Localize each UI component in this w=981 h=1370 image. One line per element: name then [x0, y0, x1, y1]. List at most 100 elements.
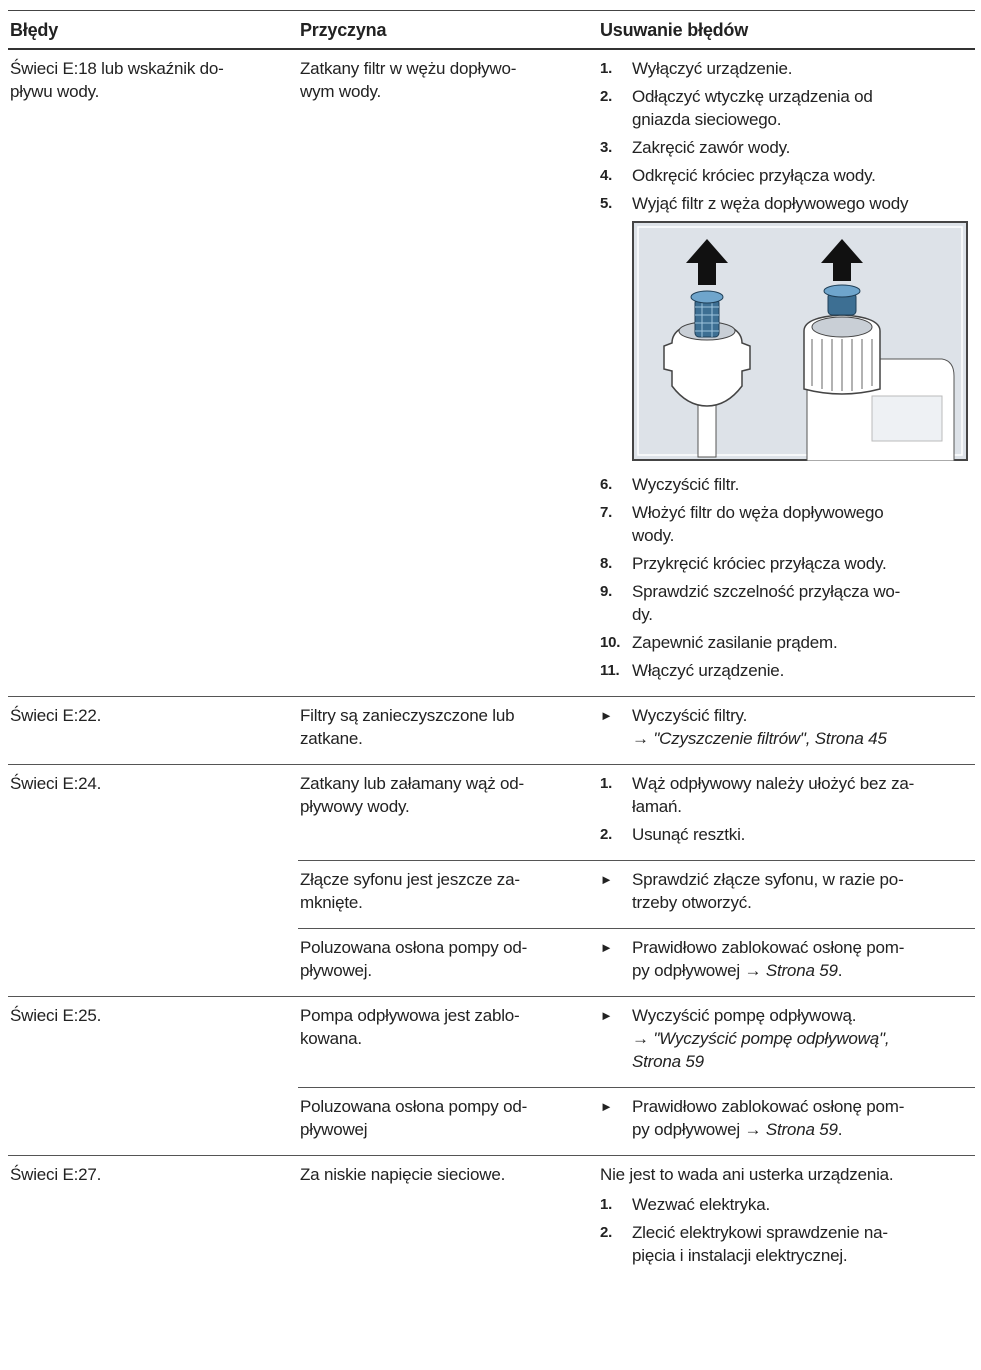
step-text: Odkręcić króciec przyłącza wody. [632, 166, 876, 185]
error-cell: Świeci E:22. [8, 696, 298, 765]
intro-text: Nie jest to wada ani usterka urządzenia. [600, 1165, 894, 1184]
cause-cell: Złącze syfonu jest jeszcze za- mknięte. [298, 860, 598, 929]
table-row: Poluzowana osłona pompy od- pływowej ► Pra… [8, 1087, 975, 1156]
bullet-text-part: . [837, 961, 843, 980]
bullet-text-part: Wyczyścić filtry. → [632, 706, 748, 748]
bullet-text: Prawidłowo zablokować osłonę pom- py odp… [632, 936, 967, 982]
cause-cell: Pompa odpływowa jest zablo- kowana. [298, 996, 598, 1088]
step-text: Włożyć filtr do węża dopływowego wody. [632, 503, 884, 545]
remedy-cell: ► Prawidłowo zablokować osłonę pom- py od… [598, 928, 975, 997]
step-number: 2. [600, 1224, 613, 1241]
bullet-item: ► Wyczyścić filtry. → "Czyszczenie filtró… [600, 704, 967, 750]
table-row: Świeci E:18 lub wskaźnik do- pływu wody.… [8, 48, 975, 697]
table-row: Poluzowana osłona pompy od- pływowej. ► Pr… [8, 928, 975, 997]
step-number: 10. [600, 634, 621, 651]
bullet-marker: ► [600, 940, 613, 955]
filter-illustration [632, 221, 968, 461]
bullet-text: Wyczyścić pompę odpływową. → "Wyczyścić … [632, 1004, 967, 1073]
step-number: 1. [600, 775, 613, 792]
bullet-item: ► Prawidłowo zablokować osłonę pom- py od… [600, 936, 967, 982]
step-text: Przykręcić króciec przyłącza wody. [632, 554, 887, 573]
step: 2. Zlecić elektrykowi sprawdzenie na- pię… [600, 1221, 967, 1267]
step-number: 6. [600, 476, 613, 493]
step-number: 2. [600, 88, 613, 105]
step-text: Wąż odpływowy należy ułożyć bez za- łama… [632, 774, 915, 816]
step: 9. Sprawdzić szczelność przyłącza wo- dy. [600, 580, 967, 626]
remedy-cell: ► Wyczyścić filtry. → "Czyszczenie filtró… [598, 696, 975, 765]
header-cell: Błędy [8, 10, 298, 50]
bullet-text-part: Sprawdzić złącze syfonu, w razie po- trz… [632, 870, 904, 912]
bullet-text-part: Prawidłowo zablokować osłonę pom- py odp… [632, 1097, 905, 1139]
remedy-cell: ► Sprawdzić złącze syfonu, w razie po- tr… [598, 860, 975, 929]
step-text: Wyłączyć urządzenie. [632, 59, 793, 78]
bullet-marker: ► [600, 1099, 613, 1114]
step-number: 1. [600, 1196, 613, 1213]
cause-cell: Filtry są zanieczyszczone lub zatkane. [298, 696, 598, 765]
bullet-text-part: Prawidłowo zablokować osłonę pom- py odp… [632, 938, 905, 980]
step: 6. Wyczyścić filtr. [600, 473, 967, 496]
cause-cell: Poluzowana osłona pompy od- pływowej. [298, 928, 598, 997]
step: 7. Włożyć filtr do węża dopływowego wody. [600, 501, 967, 547]
step-text: Odłączyć wtyczkę urządzenia od gniazda s… [632, 87, 873, 129]
cause-cell: Zatkany lub załamany wąż od- pływowy wod… [298, 764, 598, 861]
step: 3. Zakręcić zawór wody. [600, 136, 967, 159]
bullet-item: ► Prawidłowo zablokować osłonę pom- py od… [600, 1095, 967, 1141]
step: 11. Włączyć urządzenie. [600, 659, 967, 682]
step-number: 8. [600, 555, 613, 572]
bullet-item: ► Sprawdzić złącze syfonu, w razie po- tr… [600, 868, 967, 914]
step-number: 3. [600, 139, 613, 156]
step-number: 9. [600, 583, 613, 600]
remedy-cell: 1. Wąż odpływowy należy ułożyć bez za- ła… [598, 764, 975, 861]
reference-link: Strona 59 [765, 961, 838, 980]
bullet-text: Prawidłowo zablokować osłonę pom- py odp… [632, 1095, 967, 1141]
table-row: Złącze syfonu jest jeszcze za- mknięte. ►… [8, 860, 975, 929]
document: Błędy Przyczyna Usuwanie błędów Świeci E… [8, 10, 975, 1281]
remedy-cell: Nie jest to wada ani usterka urządzenia.… [598, 1155, 975, 1281]
step-number: 11. [600, 662, 620, 679]
step: 10. Zapewnić zasilanie prądem. [600, 631, 967, 654]
table-row: Świeci E:27. Za niskie napięcie sieciowe.… [8, 1155, 975, 1281]
table-row: Świeci E:22. Filtry są zanieczyszczone lu… [8, 696, 975, 765]
step-number: 5. [600, 195, 613, 212]
step: 5. Wyjąć filtr z węża dopływowego wody [600, 192, 967, 215]
step-number: 7. [600, 504, 613, 521]
bullet-marker: ► [600, 708, 613, 723]
step-text: Wyjąć filtr z węża dopływowego wody [632, 194, 909, 213]
step: 1. Wezwać elektryka. [600, 1193, 967, 1216]
error-cell: Świeci E:25. [8, 996, 298, 1156]
cause-cell: Zatkany filtr w wężu dopływo- wym wody. [298, 48, 598, 697]
step-text: Usunąć resztki. [632, 825, 746, 844]
table-body: Świeci E:18 lub wskaźnik do- pływu wody.… [8, 48, 975, 1281]
reference-link: Strona 59 [765, 1120, 838, 1139]
step-number: 2. [600, 826, 613, 843]
step-text: Włączyć urządzenie. [632, 661, 785, 680]
remedy-cell: 1. Wyłączyć urządzenie. 2. Odłączyć wtyczkę… [598, 48, 975, 697]
bullet-marker: ► [600, 872, 613, 887]
error-cell: Świeci E:24. [8, 764, 298, 997]
step: 1. Wąż odpływowy należy ułożyć bez za- ła… [600, 772, 967, 818]
bullet-text: Wyczyścić filtry. → "Czyszczenie filtrów… [632, 704, 967, 750]
step: 2. Usunąć resztki. [600, 823, 967, 846]
bullet-text-part: Wyczyścić pompę odpływową. → [632, 1006, 857, 1048]
reference-link: "Czyszczenie filtrów", Strona 45 [653, 729, 887, 748]
step-text: Sprawdzić szczelność przyłącza wo- dy. [632, 582, 901, 624]
step: 4. Odkręcić króciec przyłącza wody. [600, 164, 967, 187]
bullet-marker: ► [600, 1008, 613, 1023]
step-text: Wyczyścić filtr. [632, 475, 740, 494]
step-number: 4. [600, 167, 613, 184]
step: 1. Wyłączyć urządzenie. [600, 57, 967, 80]
error-cell: Świeci E:18 lub wskaźnik do- pływu wody. [8, 48, 298, 697]
table-row: Świeci E:25. Pompa odpływowa jest zablo- … [8, 996, 975, 1156]
header-cell: Przyczyna [298, 10, 598, 50]
cause-cell: Za niskie napięcie sieciowe. [298, 1155, 598, 1281]
step-text: Zakręcić zawór wody. [632, 138, 791, 157]
bullet-text-part: . [837, 1120, 843, 1139]
reference-link: "Wyczyścić pompę odpływową", Strona 59 [632, 1029, 890, 1071]
step: 2. Odłączyć wtyczkę urządzenia od gniazda… [600, 85, 967, 131]
header-cell: Usuwanie błędów [598, 10, 975, 50]
bullet-item: ► Wyczyścić pompę odpływową. → "Wyczyścić… [600, 1004, 967, 1073]
step: 8. Przykręcić króciec przyłącza wody. [600, 552, 967, 575]
error-table: Błędy Przyczyna Usuwanie błędów Świeci E… [8, 10, 975, 1281]
step-text: Zlecić elektrykowi sprawdzenie na- pięci… [632, 1223, 888, 1265]
